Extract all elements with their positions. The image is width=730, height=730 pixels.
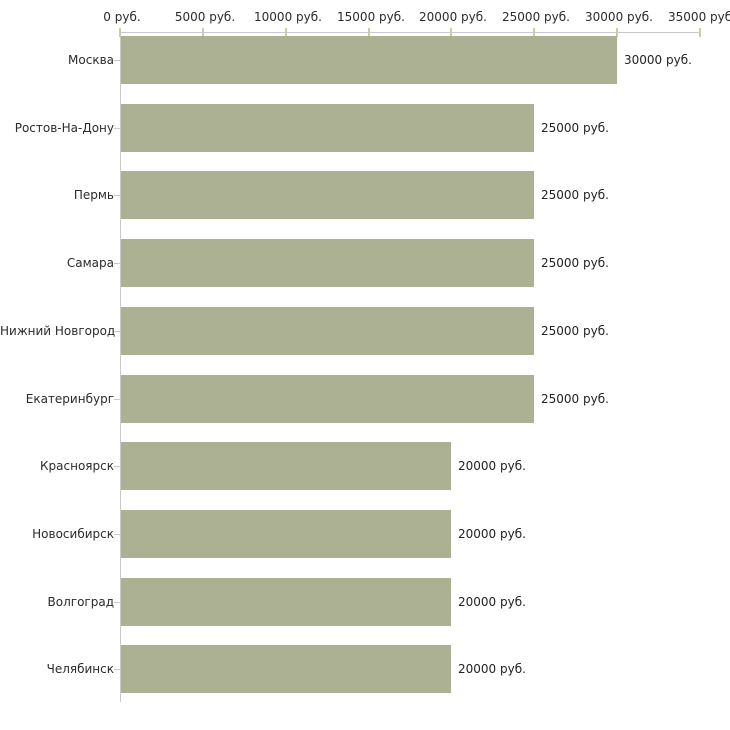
bar	[121, 645, 451, 693]
category-label: Челябинск	[46, 662, 114, 676]
category-label: Красноярск	[40, 459, 114, 473]
bar	[121, 510, 451, 558]
bar	[121, 171, 534, 219]
x-axis-tick-label: 15000 руб.	[337, 10, 405, 24]
bar	[121, 307, 534, 355]
x-axis-tick-label: 20000 руб.	[419, 10, 487, 24]
y-axis-line	[120, 32, 121, 702]
category-label: Нижний Новгород	[0, 324, 116, 338]
value-label: 20000 руб.	[458, 595, 526, 609]
x-axis-tick	[202, 28, 204, 37]
y-axis-tick	[114, 399, 120, 400]
category-label: Пермь	[73, 188, 114, 202]
y-axis-tick	[114, 195, 120, 196]
bar	[121, 375, 534, 423]
y-axis-tick	[114, 466, 120, 467]
value-label: 25000 руб.	[541, 392, 609, 406]
category-label: Самара	[66, 256, 114, 270]
category-label: Волгоград	[47, 595, 114, 609]
value-label: 25000 руб.	[541, 324, 609, 338]
x-axis-tick-label: 35000 руб.	[668, 10, 730, 24]
y-axis-tick	[114, 263, 120, 264]
x-axis-tick	[616, 28, 618, 37]
bar	[121, 36, 617, 84]
bar	[121, 442, 451, 490]
y-axis-tick	[114, 669, 120, 670]
x-axis-tick-label: 25000 руб.	[502, 10, 570, 24]
y-axis-tick	[114, 128, 120, 129]
x-axis-tick	[368, 28, 370, 37]
x-axis-tick-label: 30000 руб.	[585, 10, 653, 24]
value-label: 20000 руб.	[458, 527, 526, 541]
y-axis-tick	[114, 534, 120, 535]
x-axis-tick	[533, 28, 535, 37]
y-axis-tick	[114, 602, 120, 603]
value-label: 25000 руб.	[541, 121, 609, 135]
x-axis-tick	[699, 28, 701, 37]
bar	[121, 578, 451, 626]
value-label: 25000 руб.	[541, 188, 609, 202]
value-label: 30000 руб.	[624, 53, 692, 67]
bar	[121, 239, 534, 287]
category-label: Москва	[68, 53, 114, 67]
x-axis-line	[120, 32, 701, 33]
y-axis-tick	[114, 331, 120, 332]
x-axis-tick	[450, 28, 452, 37]
bar	[121, 104, 534, 152]
value-label: 25000 руб.	[541, 256, 609, 270]
y-axis-tick	[114, 60, 120, 61]
x-axis-tick-label: 10000 руб.	[254, 10, 322, 24]
value-label: 20000 руб.	[458, 459, 526, 473]
value-label: 20000 руб.	[458, 662, 526, 676]
x-axis-tick	[285, 28, 287, 37]
category-label: Новосибирск	[32, 527, 114, 541]
x-axis-tick-label: 0 руб.	[103, 10, 141, 24]
category-label: Екатеринбург	[25, 392, 114, 406]
x-axis-tick-label: 5000 руб.	[174, 10, 236, 24]
x-axis-tick	[119, 28, 121, 37]
category-label: Ростов-На-Дону	[14, 121, 114, 135]
